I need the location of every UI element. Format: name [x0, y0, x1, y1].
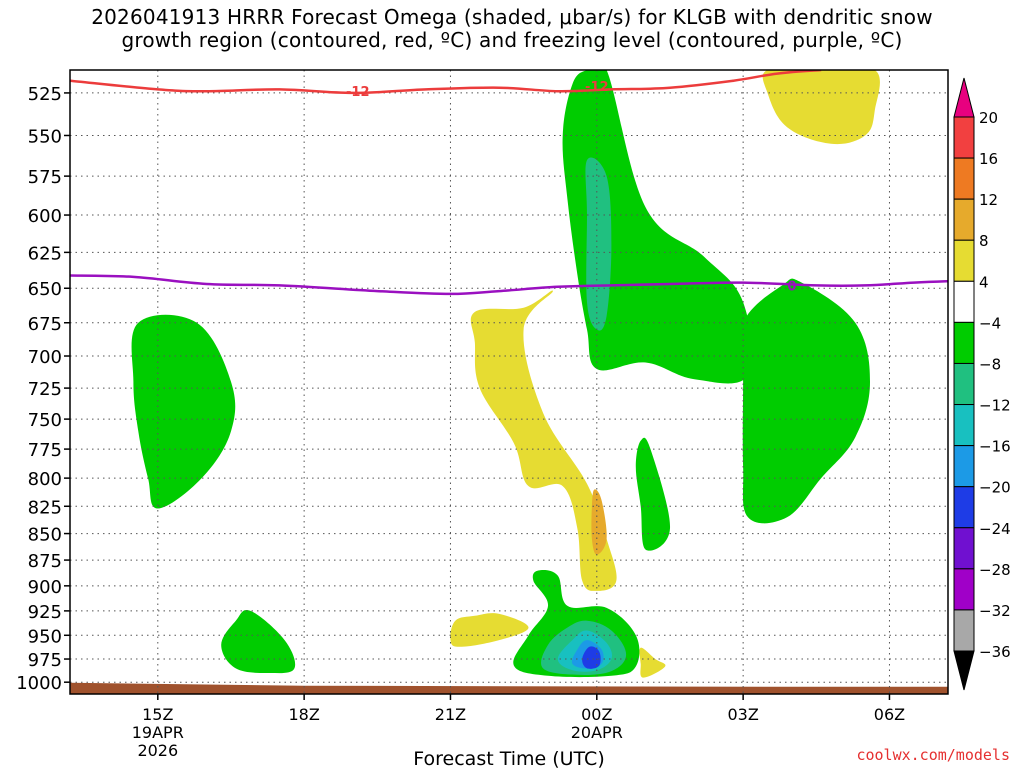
colorbar-label-10: −24: [979, 520, 1011, 538]
colorbar-label-12: −32: [979, 602, 1011, 620]
colorbar-segment-8: [953, 445, 975, 488]
colorbar-segment-4: [953, 280, 975, 323]
chart-title: 2026041913 HRRR Forecast Omega (shaded, …: [0, 6, 1024, 52]
region-green-15z: [131, 314, 236, 509]
region-yellow-mid-22z: [470, 290, 617, 591]
colorbar-bottom-arrow: [953, 650, 975, 691]
region-blue-low-00z: [582, 646, 601, 669]
y-tick-label-650: 650: [28, 279, 62, 300]
x-tick-label-18: 18Z: [288, 705, 319, 724]
contour-dendritic-snow-growth-region: [70, 70, 822, 95]
colorbar-segment-3: [953, 239, 975, 282]
region-orange-850: [591, 489, 607, 555]
y-tick-label-900: 900: [28, 577, 62, 598]
y-tick-label-725: 725: [28, 379, 62, 400]
colorbar-segment-11: [953, 568, 975, 611]
region-green-top-00z: [562, 70, 753, 384]
colorbar-segment-12: [953, 609, 975, 652]
colorbar-label-6: −8: [979, 355, 1001, 373]
y-tick-label-925: 925: [28, 602, 62, 623]
x-tick-label-24: 00Z: [581, 705, 612, 724]
colorbar-label-5: −4: [979, 314, 1001, 332]
terrain-fill: [70, 682, 948, 694]
x-tick-label-15: 15Z: [142, 705, 173, 724]
colorbar-label-7: −12: [979, 397, 1011, 415]
y-tick-label-800: 800: [28, 469, 62, 490]
colorbar-segment-5: [953, 321, 975, 364]
colorbar: 20 16 12 8 4 −4 −8 −12 −16 −20 −24 −28 −32 −36: [953, 77, 1011, 691]
y-tick-label-700: 700: [28, 347, 62, 368]
colorbar-segment-0: [953, 116, 975, 159]
chart-title-line1: 2026041913 HRRR Forecast Omega (shaded, …: [91, 5, 933, 29]
x-tick-label-27: 03Z: [727, 705, 758, 724]
colorbar-label-1: 16: [979, 150, 998, 168]
y-tick-label-675: 675: [28, 314, 62, 335]
credit-text: coolwx.com/models: [856, 746, 1010, 764]
terrain-layer: [70, 682, 948, 694]
colorbar-segment-6: [953, 362, 975, 406]
region-yellow-top-right: [762, 70, 880, 145]
colorbar-label-4: 4: [979, 273, 989, 291]
y-tick-label-775: 775: [28, 440, 62, 461]
shaded-regions: [131, 70, 880, 678]
contour-label-dendritic-snow-growth-region-0: -12: [346, 85, 370, 100]
y-tick-label-950: 950: [28, 626, 62, 647]
y-tick-label-875: 875: [28, 551, 62, 572]
region-aqua-mid-00z: [585, 157, 612, 331]
contour-label-freezing-level-0: 0: [787, 279, 796, 294]
y-tick-label-525: 525: [28, 84, 62, 105]
contour-label-dendritic-snow-growth-region-1: -12: [585, 80, 609, 95]
region-yellow-21z: [450, 613, 529, 647]
colorbar-segment-7: [953, 404, 975, 447]
y-tick-label-575: 575: [28, 167, 62, 188]
region-green-small-01z: [635, 437, 671, 551]
region-green-17z: [221, 609, 296, 674]
colorbar-label-0: 20: [979, 109, 998, 127]
y-tick-label-1000: 1000: [16, 673, 62, 694]
x-tick-label-30: 06Z: [874, 705, 905, 724]
colorbar-label-3: 8: [979, 232, 989, 250]
y-tick-label-825: 825: [28, 497, 62, 518]
y-tick-label-750: 750: [28, 410, 62, 431]
colorbar-label-9: −20: [979, 479, 1011, 497]
y-tick-label-550: 550: [28, 126, 62, 147]
x-axis-label: Forecast Time (UTC): [413, 748, 604, 768]
y-axis: 525 550 575 600 625 650 675 700 725 750 775 800 825 8…: [16, 84, 70, 694]
region-green-right: [739, 278, 870, 524]
x-tick-sublabel2-15: 2026: [137, 741, 178, 760]
chart-title-line2: growth region (contoured, red, ºC) and f…: [121, 28, 903, 52]
contour-freezing-level: [70, 274, 948, 296]
contour-lines: -12 -12 0: [70, 70, 948, 296]
y-tick-label-850: 850: [28, 525, 62, 546]
x-tick-label-21: 21Z: [435, 705, 466, 724]
y-tick-label-625: 625: [28, 243, 62, 264]
colorbar-segment-9: [953, 486, 975, 529]
colorbar-segment-1: [953, 157, 975, 200]
colorbar-segment-10: [953, 527, 975, 570]
grid-lines: [70, 70, 948, 694]
x-tick-sublabel1-24: 20APR: [571, 723, 623, 742]
colorbar-label-8: −16: [979, 438, 1011, 456]
colorbar-top-arrow: [953, 77, 975, 118]
y-tick-label-600: 600: [28, 206, 62, 227]
colorbar-segment-2: [953, 198, 975, 241]
region-yellow-01z: [639, 647, 666, 678]
plot-frame: [69, 69, 949, 695]
colorbar-label-2: 12: [979, 191, 998, 209]
colorbar-label-13: −36: [979, 643, 1011, 661]
colorbar-label-11: −28: [979, 561, 1011, 579]
x-tick-sublabel1-15: 19APR: [132, 723, 184, 742]
y-tick-label-975: 975: [28, 650, 62, 671]
